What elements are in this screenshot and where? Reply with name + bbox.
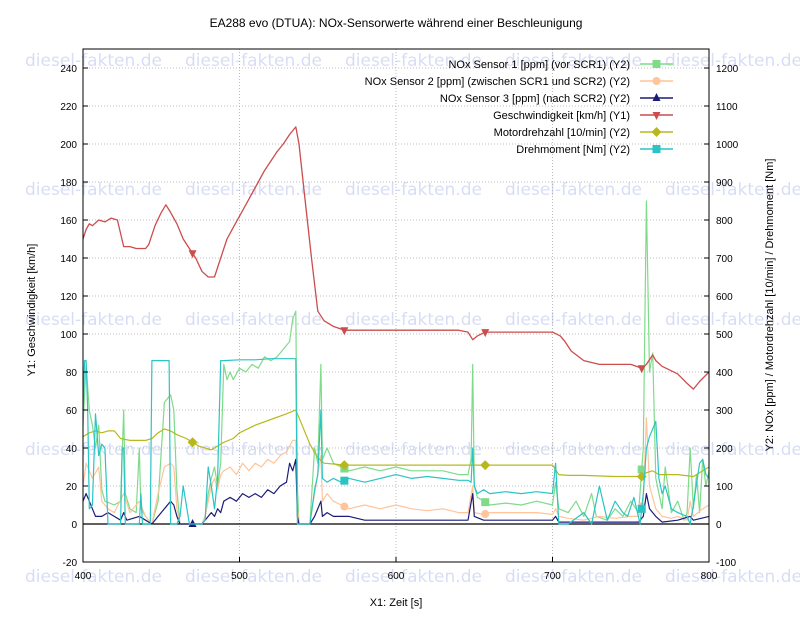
watermark-text: diesel-fakten.de xyxy=(505,310,642,330)
series-marker xyxy=(652,77,661,85)
watermark-text: diesel-fakten.de xyxy=(185,51,322,71)
x-tick-label: 500 xyxy=(231,571,248,582)
series-marker xyxy=(652,93,661,101)
y2-tick-label: 0 xyxy=(716,520,722,531)
y1-tick-label: 160 xyxy=(60,216,77,227)
series-marker xyxy=(340,327,349,336)
series-marker xyxy=(188,519,197,527)
series-marker xyxy=(480,460,491,471)
y1-tick-label: 180 xyxy=(60,178,77,189)
watermark-text: diesel-fakten.de xyxy=(185,567,322,587)
y1-tick-label: 200 xyxy=(60,140,77,151)
watermark-text: diesel-fakten.de xyxy=(25,51,162,71)
axes-layer: 400 500 600 700 800 -20 0 20 40 60 80 100 120 140 160 1… xyxy=(60,64,738,582)
y2-tick-label: 1000 xyxy=(716,140,739,151)
x-tick-label: 700 xyxy=(544,571,561,582)
watermark-text: diesel-fakten.de xyxy=(665,180,800,200)
watermark-text: diesel-fakten.de xyxy=(185,310,322,330)
series-4 xyxy=(82,126,710,390)
legend-label: Motordrehzahl [10/min] (Y2) xyxy=(494,127,630,139)
legend: NOx Sensor 1 [ppm] (vor SCR1) (Y2) NOx Se… xyxy=(365,59,673,156)
y1-tick-label: 0 xyxy=(71,520,77,531)
series-marker xyxy=(651,127,662,137)
y1-tick-label: 140 xyxy=(60,254,77,265)
series-layer xyxy=(82,126,710,527)
y2-tick-label: 500 xyxy=(716,330,733,341)
x-axis-title: X1: Zeit [s] xyxy=(370,597,423,609)
y2-tick-label: 700 xyxy=(716,254,733,265)
legend-label: Geschwindigkeit [km/h] (Y1) xyxy=(493,110,630,122)
legend-label: NOx Sensor 1 [ppm] (vor SCR1) (Y2) xyxy=(448,59,630,71)
legend-label: NOx Sensor 3 [ppm] (nach SCR2) (Y2) xyxy=(440,93,630,105)
y1-tick-label: 240 xyxy=(60,64,77,75)
series-marker xyxy=(637,365,646,374)
watermark-text: diesel-fakten.de xyxy=(505,180,642,200)
watermark-text: diesel-fakten.de xyxy=(345,310,482,330)
legend-label: Drehmoment [Nm] (Y2) xyxy=(516,144,630,156)
y2-tick-label: 1200 xyxy=(716,64,739,75)
watermark-text: diesel-fakten.de xyxy=(345,51,482,71)
y1-axis-title: Y1: Geschwindigkeit [km/h] xyxy=(26,244,38,377)
y2-tick-label: 400 xyxy=(716,368,733,379)
y1-tick-label: 120 xyxy=(60,292,77,303)
series-line xyxy=(82,358,710,525)
series-marker xyxy=(481,329,490,338)
watermark-text: diesel-fakten.de xyxy=(25,310,162,330)
watermark-text: diesel-fakten.de xyxy=(345,567,482,587)
y1-tick-label: -20 xyxy=(63,558,78,569)
y1-tick-label: 60 xyxy=(66,406,78,417)
y2-tick-label: 300 xyxy=(716,406,733,417)
y2-tick-label: 800 xyxy=(716,216,733,227)
y1-tick-label: 40 xyxy=(66,444,78,455)
watermark-text: diesel-fakten.de xyxy=(505,51,642,71)
y1-tick-label: 20 xyxy=(66,482,78,493)
watermark-text: diesel-fakten.de xyxy=(345,440,482,460)
x-tick-label: 600 xyxy=(388,571,405,582)
series-marker xyxy=(188,250,197,259)
series-marker xyxy=(652,145,661,153)
watermark-text: diesel-fakten.de xyxy=(25,180,162,200)
watermark-text: diesel-fakten.de xyxy=(665,567,800,587)
y2-tick-label: 1100 xyxy=(716,102,738,113)
series-marker xyxy=(637,504,646,513)
y2-tick-label: 900 xyxy=(716,178,733,189)
x-tick-label: 400 xyxy=(75,571,92,582)
series-marker xyxy=(652,60,661,68)
chart-title: EA288 evo (DTUA): NOx-Sensorwerte währen… xyxy=(210,16,583,30)
series-marker xyxy=(340,502,349,511)
series-6 xyxy=(82,358,710,525)
watermark-text: diesel-fakten.de xyxy=(665,310,800,330)
y1-tick-label: 80 xyxy=(66,368,78,379)
series-marker xyxy=(339,460,350,471)
y2-tick-label: -100 xyxy=(716,558,736,569)
series-marker xyxy=(652,112,661,120)
series-marker xyxy=(481,510,490,519)
watermark-layer: diesel-fakten.de diesel-fakten.de diesel-f… xyxy=(25,51,800,587)
x-tick-label: 800 xyxy=(701,571,718,582)
y2-tick-label: 600 xyxy=(716,292,733,303)
y1-tick-label: 100 xyxy=(60,330,77,341)
series-marker xyxy=(187,437,198,448)
watermark-text: diesel-fakten.de xyxy=(25,440,162,460)
y2-tick-label: 200 xyxy=(716,444,733,455)
legend-label: NOx Sensor 2 [ppm] (zwischen SCR1 und SC… xyxy=(365,76,630,88)
y2-axis-title: Y2: NOx [ppm] / Motordrehzahl [10/min] /… xyxy=(764,159,776,452)
y1-tick-label: 220 xyxy=(60,102,77,113)
series-line xyxy=(82,126,710,390)
series-marker xyxy=(340,476,349,485)
watermark-text: diesel-fakten.de xyxy=(25,567,162,587)
watermark-text: diesel-fakten.de xyxy=(345,180,482,200)
series-line xyxy=(82,200,710,525)
watermark-text: diesel-fakten.de xyxy=(505,567,642,587)
series-marker xyxy=(637,465,646,474)
watermark-text: diesel-fakten.de xyxy=(665,440,800,460)
series-marker xyxy=(481,498,490,507)
watermark-text: diesel-fakten.de xyxy=(665,51,800,71)
watermark-text: diesel-fakten.de xyxy=(185,440,322,460)
y2-tick-label: 100 xyxy=(716,482,733,493)
watermark-text: diesel-fakten.de xyxy=(505,440,642,460)
